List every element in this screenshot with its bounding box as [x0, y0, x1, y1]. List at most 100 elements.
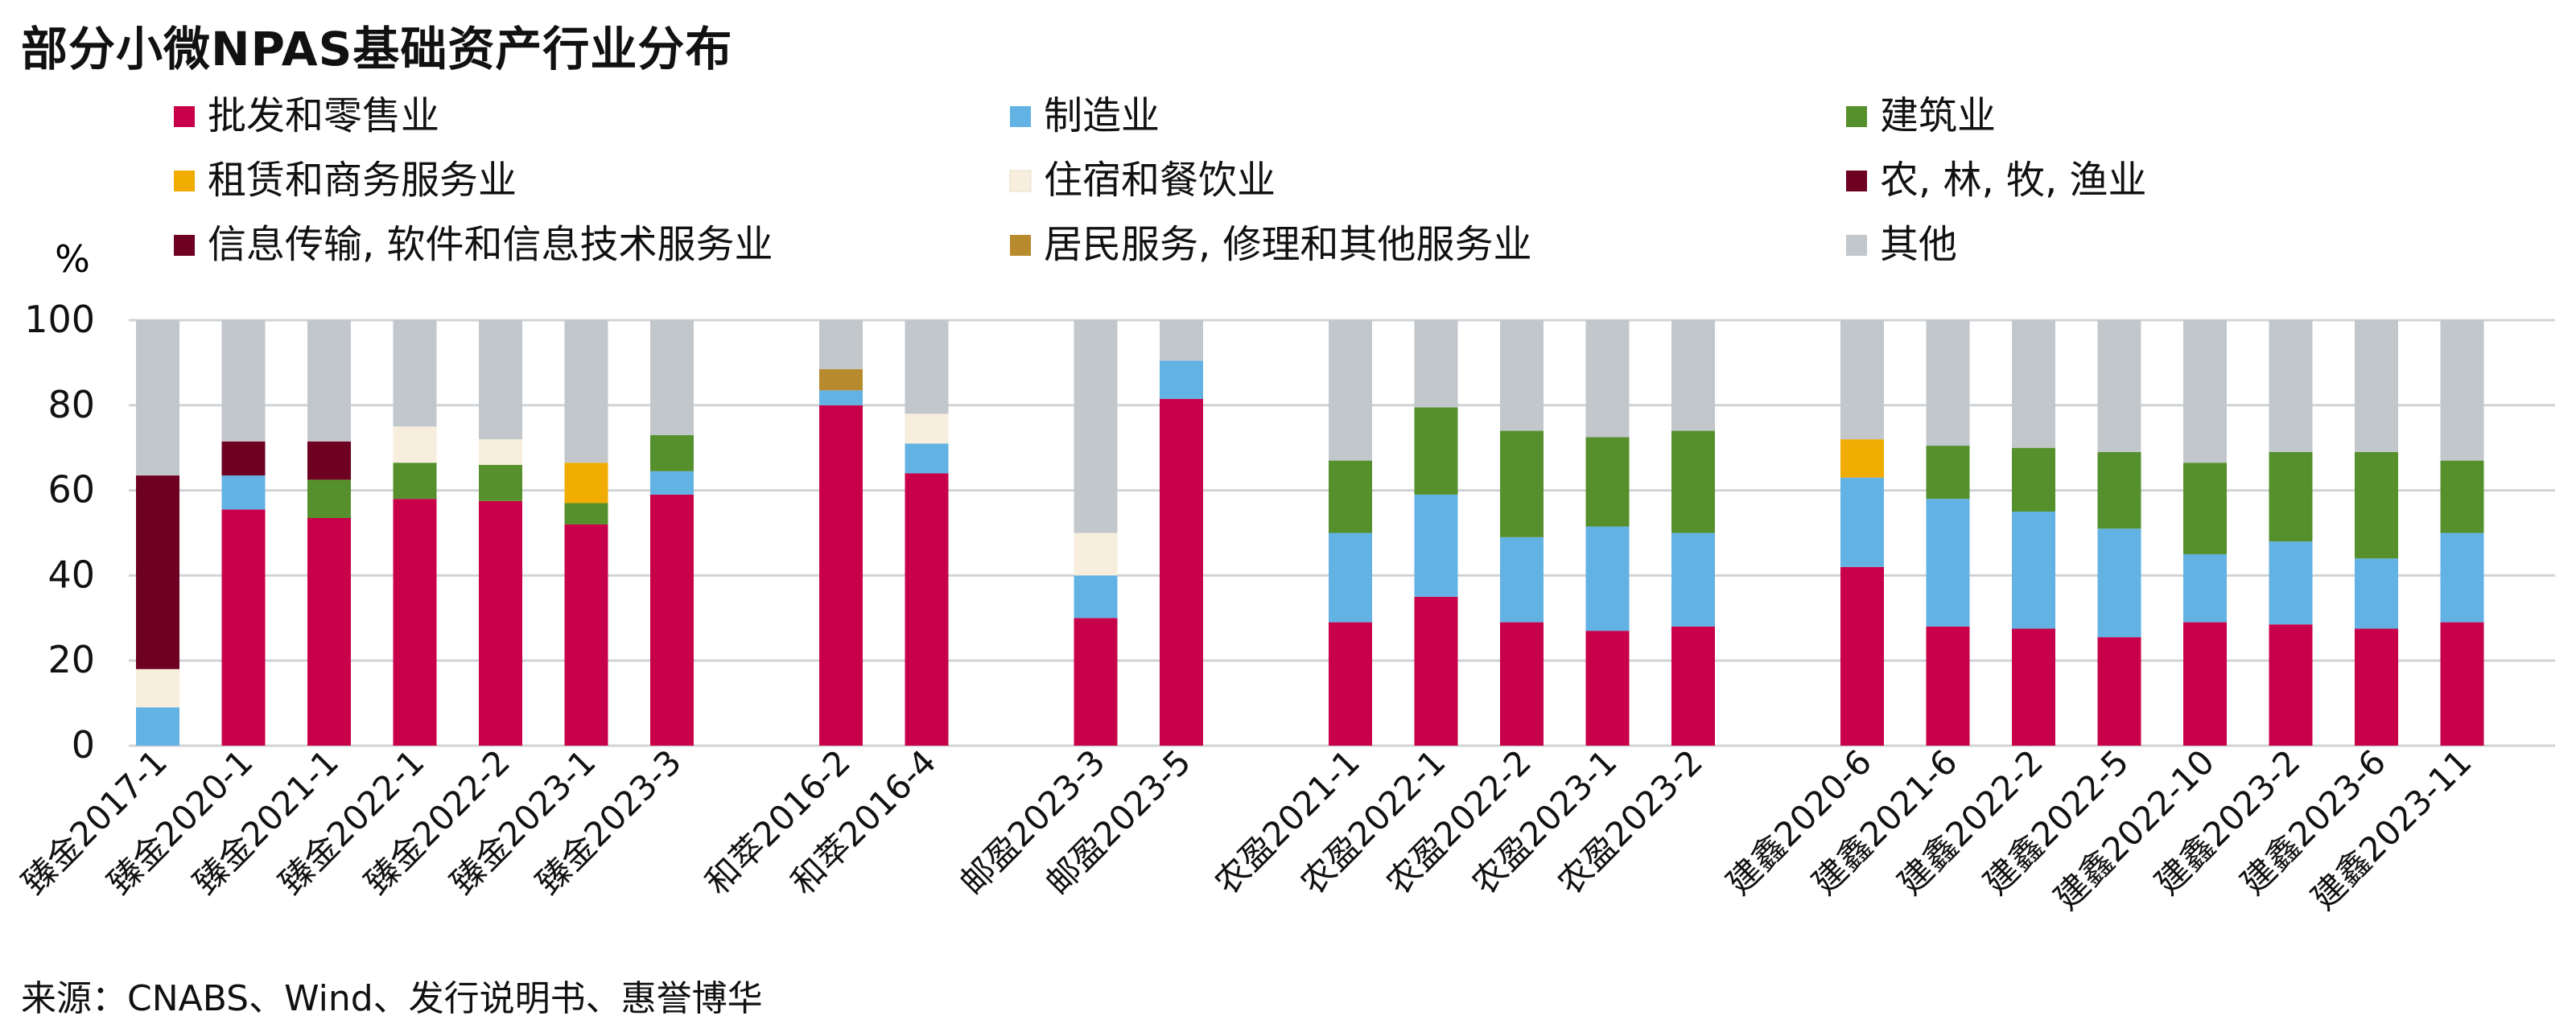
legend-label: 农, 林, 牧, 渔业: [1880, 158, 2147, 203]
bar-segment: [2440, 533, 2484, 623]
bar-segment: [2355, 320, 2398, 452]
bar-segment: [2097, 637, 2141, 746]
chart-title: 部分小微NPAS基础资产行业分布: [21, 22, 733, 76]
bar-segment: [479, 439, 522, 465]
bar-segment: [1414, 407, 1458, 495]
bar-stack: [2355, 320, 2398, 746]
bar-segment: [221, 441, 266, 476]
legend-item: 制造业: [1010, 93, 1160, 138]
y-tick-label: 40: [47, 553, 95, 596]
bar-stack: [1160, 320, 1203, 746]
bar-segment: [2269, 451, 2313, 542]
bar-segment: [819, 320, 863, 369]
bars: [136, 320, 2484, 746]
bar-segment: [1414, 320, 1458, 408]
bar-segment: [221, 475, 266, 510]
bar-segment: [1926, 499, 1970, 627]
bar-segment: [905, 443, 949, 474]
legend-swatch: [1010, 106, 1031, 127]
bar-segment: [564, 320, 608, 463]
bar-stack: [2440, 320, 2484, 746]
bar-segment: [1074, 320, 1118, 533]
bar-segment: [1840, 477, 1884, 567]
y-tick-label: 20: [47, 638, 95, 681]
legend-label: 建筑业: [1880, 93, 1996, 138]
bar-stack: [1329, 320, 1372, 746]
legend-item: 批发和零售业: [174, 93, 439, 138]
bar-segment: [1926, 320, 1970, 446]
bar-segment: [1671, 533, 1715, 627]
bar-segment: [221, 320, 266, 442]
bar-segment: [393, 499, 437, 746]
bar-stack: [1585, 320, 1630, 746]
y-tick-label: 60: [47, 468, 95, 512]
bar-segment: [1500, 320, 1544, 431]
legend-label: 其他: [1880, 222, 1957, 267]
bar-segment: [1414, 494, 1458, 597]
legend-label: 信息传输, 软件和信息技术服务业: [208, 222, 773, 267]
bar-segment: [819, 368, 863, 391]
bar-segment: [1500, 622, 1544, 746]
bar-segment: [2269, 320, 2313, 452]
bar-segment: [2355, 628, 2398, 746]
bar-segment: [479, 500, 522, 746]
bar-segment: [564, 503, 608, 524]
bar-segment: [136, 320, 179, 476]
bar-segment: [1074, 618, 1118, 746]
bar-segment: [307, 479, 351, 518]
legend-swatch: [1010, 235, 1031, 256]
bar-stack: [393, 320, 437, 746]
bar-segment: [479, 464, 522, 501]
bar-segment: [2355, 451, 2398, 559]
y-tick-label: 80: [47, 383, 95, 426]
y-tick-label: 0: [72, 723, 95, 767]
bar-segment: [221, 509, 266, 746]
bar-segment: [2440, 320, 2484, 461]
bar-segment: [650, 471, 694, 495]
legend-item: 农, 林, 牧, 渔业: [1846, 158, 2147, 203]
bar-segment: [2183, 463, 2227, 554]
legend-label: 批发和零售业: [208, 93, 439, 138]
bar-segment: [2012, 447, 2055, 512]
bar-segment: [1926, 446, 1970, 500]
y-tick-label: 100: [24, 298, 95, 341]
bar-stack: [905, 320, 949, 746]
bar-segment: [307, 441, 351, 480]
bar-segment: [1160, 398, 1203, 746]
bar-segment: [1585, 437, 1630, 527]
bar-segment: [393, 320, 437, 427]
bar-segment: [564, 524, 608, 746]
bar-stack: [2183, 320, 2227, 746]
bar-segment: [905, 473, 949, 746]
bar-segment: [2012, 628, 2055, 746]
bar-segment: [1926, 626, 1970, 746]
legend-item: 信息传输, 软件和信息技术服务业: [174, 222, 773, 267]
bar-segment: [2012, 320, 2055, 448]
legend-item: 租赁和商务服务业: [174, 158, 517, 203]
bar-segment: [2183, 553, 2227, 623]
bar-segment: [1585, 631, 1630, 746]
bar-segment: [1329, 533, 1372, 623]
legend-item: 居民服务, 修理和其他服务业: [1010, 222, 1532, 267]
bar-stack: [136, 320, 179, 746]
bar-segment: [1671, 626, 1715, 746]
bar-segment: [650, 320, 694, 435]
bar-segment: [1160, 320, 1203, 361]
bar-segment: [2440, 460, 2484, 533]
legend-swatch: [174, 106, 195, 127]
bar-segment: [1671, 320, 1715, 431]
bar-segment: [819, 405, 863, 746]
legend-item: 建筑业: [1846, 93, 1996, 138]
bar-segment: [905, 413, 949, 444]
bar-segment: [1671, 430, 1715, 533]
bar-stack: [1414, 320, 1458, 746]
bar-segment: [1840, 320, 1884, 440]
legend-swatch: [174, 235, 195, 256]
bar-segment: [1840, 439, 1884, 478]
bar-stack: [221, 320, 266, 746]
bar-segment: [1585, 526, 1630, 631]
bar-segment: [1500, 430, 1544, 537]
bar-segment: [479, 320, 522, 440]
